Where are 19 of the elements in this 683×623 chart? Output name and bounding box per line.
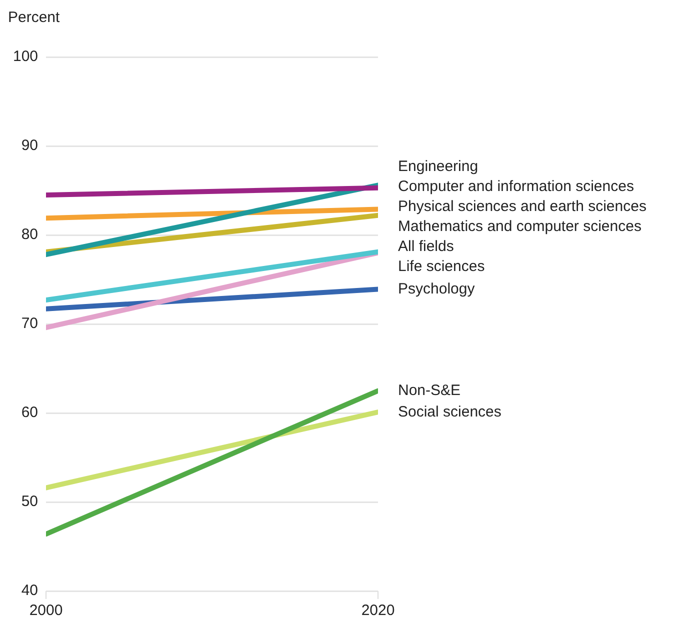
x-tick-label: 2020 [361, 602, 395, 620]
series-label: Engineering [398, 158, 478, 176]
y-tick-label: 60 [21, 404, 38, 422]
series-label: Social sciences [398, 403, 502, 420]
y-tick-label: 50 [21, 493, 38, 510]
series-label: Psychology [398, 280, 476, 298]
series-label: Life sciences [398, 258, 485, 276]
y-tick-label: 40 [21, 582, 38, 600]
x-tick-label: 2000 [29, 602, 63, 620]
series-label: Physical sciences and earth sciences [398, 198, 646, 216]
series-label: Non-S&E [398, 382, 461, 399]
y-tick-label: 80 [21, 226, 38, 244]
y-tick-label: 70 [21, 315, 38, 332]
y-tick-label: 90 [21, 137, 38, 154]
y-axis-title: Percent [8, 9, 61, 26]
series-label: All fields [398, 238, 454, 256]
y-tick-label: 100 [12, 48, 38, 66]
series-label: Computer and information sciences [398, 178, 634, 196]
series-label: Mathematics and computer sciences [398, 218, 642, 236]
